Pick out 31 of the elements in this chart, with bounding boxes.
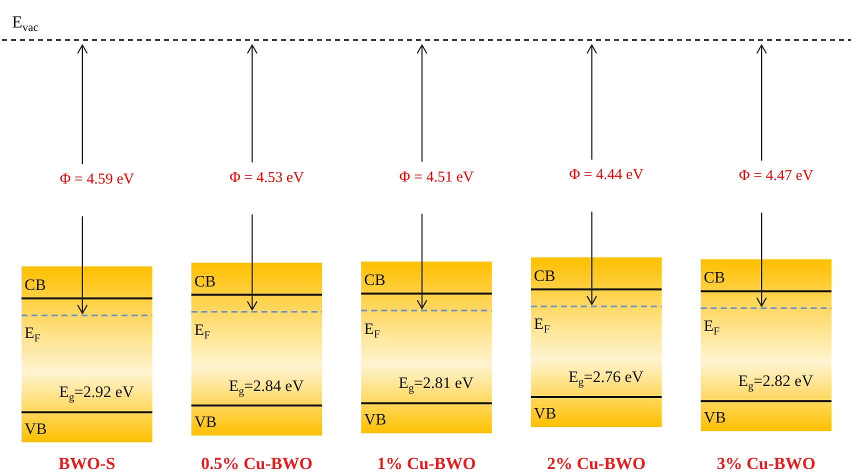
category-label: 2% Cu-BWO	[546, 454, 646, 473]
text: CB	[24, 276, 46, 294]
text: E$_{F}$	[534, 316, 550, 336]
text: VB	[24, 420, 47, 438]
text: CB	[704, 270, 726, 287]
text: E$_{vac}$	[12, 12, 38, 34]
text: VB	[704, 410, 726, 427]
text: E$_{F}$	[704, 318, 720, 338]
text: CB	[364, 272, 386, 290]
category-label: 3% Cu-BWO	[716, 454, 816, 473]
data-label: E$_{g}$=2.92 eV	[59, 384, 134, 404]
data-label: E$_{g}$=2.84 eV	[228, 378, 304, 398]
text: E$_{F}$	[364, 320, 380, 340]
data-label: Φ = 4.53 eV	[229, 170, 304, 186]
text: VB	[194, 414, 217, 432]
text: CB	[194, 273, 216, 290]
category-label: 1% Cu-BWO	[377, 454, 476, 473]
text: VB	[534, 406, 556, 423]
text: E$_{F}$	[194, 322, 210, 342]
category-label: 0.5% Cu-BWO	[200, 454, 312, 473]
category-label: BWO-S	[58, 454, 116, 473]
data-label: Φ = 4.59 eV	[60, 172, 134, 188]
data-label: E$_{g}$=2.81 eV	[398, 375, 474, 395]
data-label: Φ = 4.44 eV	[569, 167, 644, 184]
text: E$_{F}$	[24, 325, 40, 345]
data-label: Φ = 4.47 eV	[738, 168, 814, 184]
data-label: E$_{g}$=2.82 eV	[738, 373, 814, 393]
data-label: E$_{g}$=2.76 eV	[568, 369, 644, 388]
text: CB	[534, 268, 556, 285]
text: VB	[364, 412, 386, 429]
data-label: Φ = 4.51 eV	[399, 169, 474, 186]
